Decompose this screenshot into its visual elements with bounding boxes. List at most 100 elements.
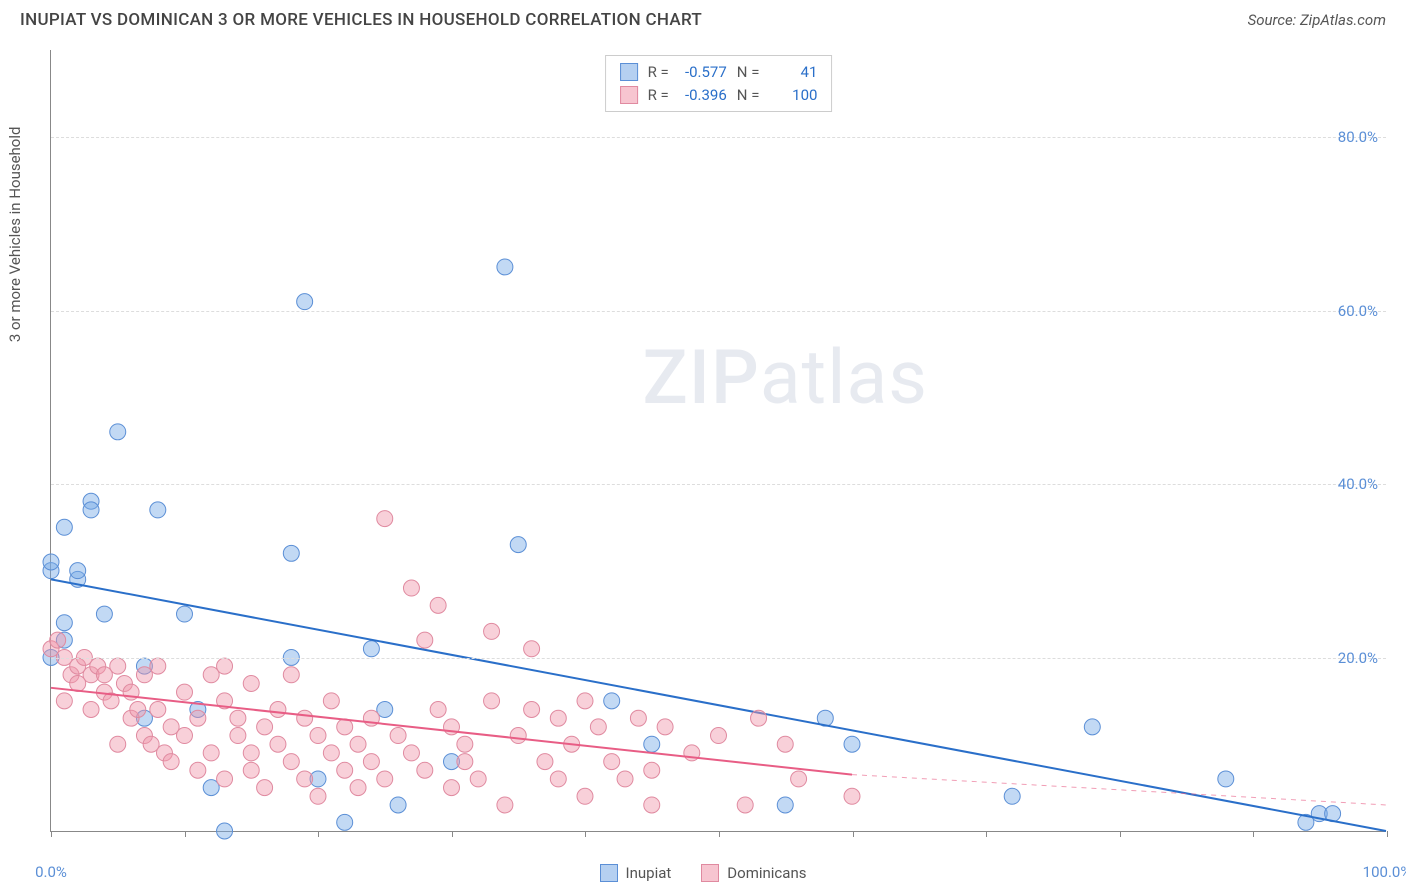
- n-label: N =: [737, 61, 760, 84]
- legend-swatch: [620, 63, 638, 81]
- scatter-point: [243, 675, 259, 691]
- legend-swatch: [620, 86, 638, 104]
- scatter-point: [644, 762, 660, 778]
- scatter-point: [83, 502, 99, 518]
- source-attribution: Source: ZipAtlas.com: [1248, 11, 1386, 29]
- scatter-point: [657, 719, 673, 735]
- scatter-point: [524, 702, 540, 718]
- scatter-point: [844, 788, 860, 804]
- scatter-point: [297, 710, 313, 726]
- scatter-point: [56, 615, 72, 631]
- scatter-point: [310, 788, 326, 804]
- scatter-point: [337, 814, 353, 830]
- scatter-point: [844, 736, 860, 752]
- scatter-point: [110, 736, 126, 752]
- scatter-point: [110, 658, 126, 674]
- legend-label: Inupiat: [626, 864, 672, 882]
- bottom-legend-item: Inupiat: [600, 864, 672, 882]
- scatter-point: [577, 693, 593, 709]
- scatter-point: [230, 728, 246, 744]
- gridline: [51, 484, 1386, 485]
- scatter-point: [297, 294, 313, 310]
- scatter-point: [403, 745, 419, 761]
- stats-legend-row: R =-0.396N =100: [620, 84, 818, 107]
- y-tick-label: 80.0%: [1338, 128, 1378, 146]
- scatter-point: [70, 563, 86, 579]
- scatter-point: [150, 702, 166, 718]
- scatter-point: [430, 597, 446, 613]
- scatter-point: [550, 710, 566, 726]
- scatter-point: [177, 684, 193, 700]
- scatter-point: [50, 632, 66, 648]
- scatter-point: [190, 762, 206, 778]
- scatter-point: [297, 771, 313, 787]
- legend-swatch: [600, 864, 618, 882]
- n-value: 100: [769, 84, 817, 107]
- n-label: N =: [737, 84, 760, 107]
- scatter-point: [217, 771, 233, 787]
- header: INUPIAT VS DOMINICAN 3 OR MORE VEHICLES …: [0, 0, 1406, 35]
- scatter-point: [737, 797, 753, 813]
- x-tick: [853, 831, 854, 837]
- scatter-point: [337, 719, 353, 735]
- scatter-point: [524, 641, 540, 657]
- scatter-point: [243, 762, 259, 778]
- scatter-point: [1218, 771, 1234, 787]
- trend-line-dashed: [852, 775, 1386, 805]
- scatter-point: [96, 606, 112, 622]
- scatter-point: [363, 641, 379, 657]
- scatter-point: [390, 797, 406, 813]
- gridline: [51, 658, 1386, 659]
- scatter-point: [444, 780, 460, 796]
- scatter-point: [203, 745, 219, 761]
- y-tick-label: 40.0%: [1338, 475, 1378, 493]
- scatter-point: [350, 736, 366, 752]
- plot-area: ZIPatlas R =-0.577N =41R =-0.396N =100 2…: [50, 50, 1386, 832]
- scatter-point: [497, 797, 513, 813]
- scatter-point: [510, 537, 526, 553]
- scatter-point: [711, 728, 727, 744]
- scatter-point: [217, 658, 233, 674]
- scatter-point: [243, 745, 259, 761]
- scatter-point: [230, 710, 246, 726]
- scatter-point: [257, 780, 273, 796]
- r-label: R =: [648, 84, 669, 107]
- scatter-point: [430, 702, 446, 718]
- scatter-point: [777, 797, 793, 813]
- scatter-point: [177, 728, 193, 744]
- scatter-point: [577, 788, 593, 804]
- gridline: [51, 137, 1386, 138]
- scatter-point: [417, 632, 433, 648]
- scatter-plot-svg: [51, 50, 1386, 831]
- n-value: 41: [769, 61, 817, 84]
- scatter-point: [190, 710, 206, 726]
- x-tick: [1253, 831, 1254, 837]
- scatter-point: [177, 606, 193, 622]
- scatter-point: [403, 580, 419, 596]
- x-tick: [452, 831, 453, 837]
- scatter-point: [83, 702, 99, 718]
- y-axis-label: 3 or more Vehicles in Household: [6, 127, 24, 343]
- scatter-point: [550, 771, 566, 787]
- x-tick: [719, 831, 720, 837]
- scatter-point: [1004, 788, 1020, 804]
- scatter-point: [457, 736, 473, 752]
- scatter-point: [310, 728, 326, 744]
- x-tick: [1120, 831, 1121, 837]
- bottom-legend: InupiatDominicans: [0, 864, 1406, 882]
- scatter-point: [150, 502, 166, 518]
- chart-title: INUPIAT VS DOMINICAN 3 OR MORE VEHICLES …: [20, 10, 702, 30]
- scatter-point: [457, 754, 473, 770]
- scatter-point: [510, 728, 526, 744]
- scatter-point: [283, 545, 299, 561]
- x-tick: [185, 831, 186, 837]
- scatter-point: [590, 719, 606, 735]
- scatter-point: [323, 693, 339, 709]
- scatter-point: [497, 259, 513, 275]
- scatter-point: [1084, 719, 1100, 735]
- r-value: -0.577: [679, 61, 727, 84]
- legend-swatch: [701, 864, 719, 882]
- scatter-point: [537, 754, 553, 770]
- scatter-point: [617, 771, 633, 787]
- x-tick: [585, 831, 586, 837]
